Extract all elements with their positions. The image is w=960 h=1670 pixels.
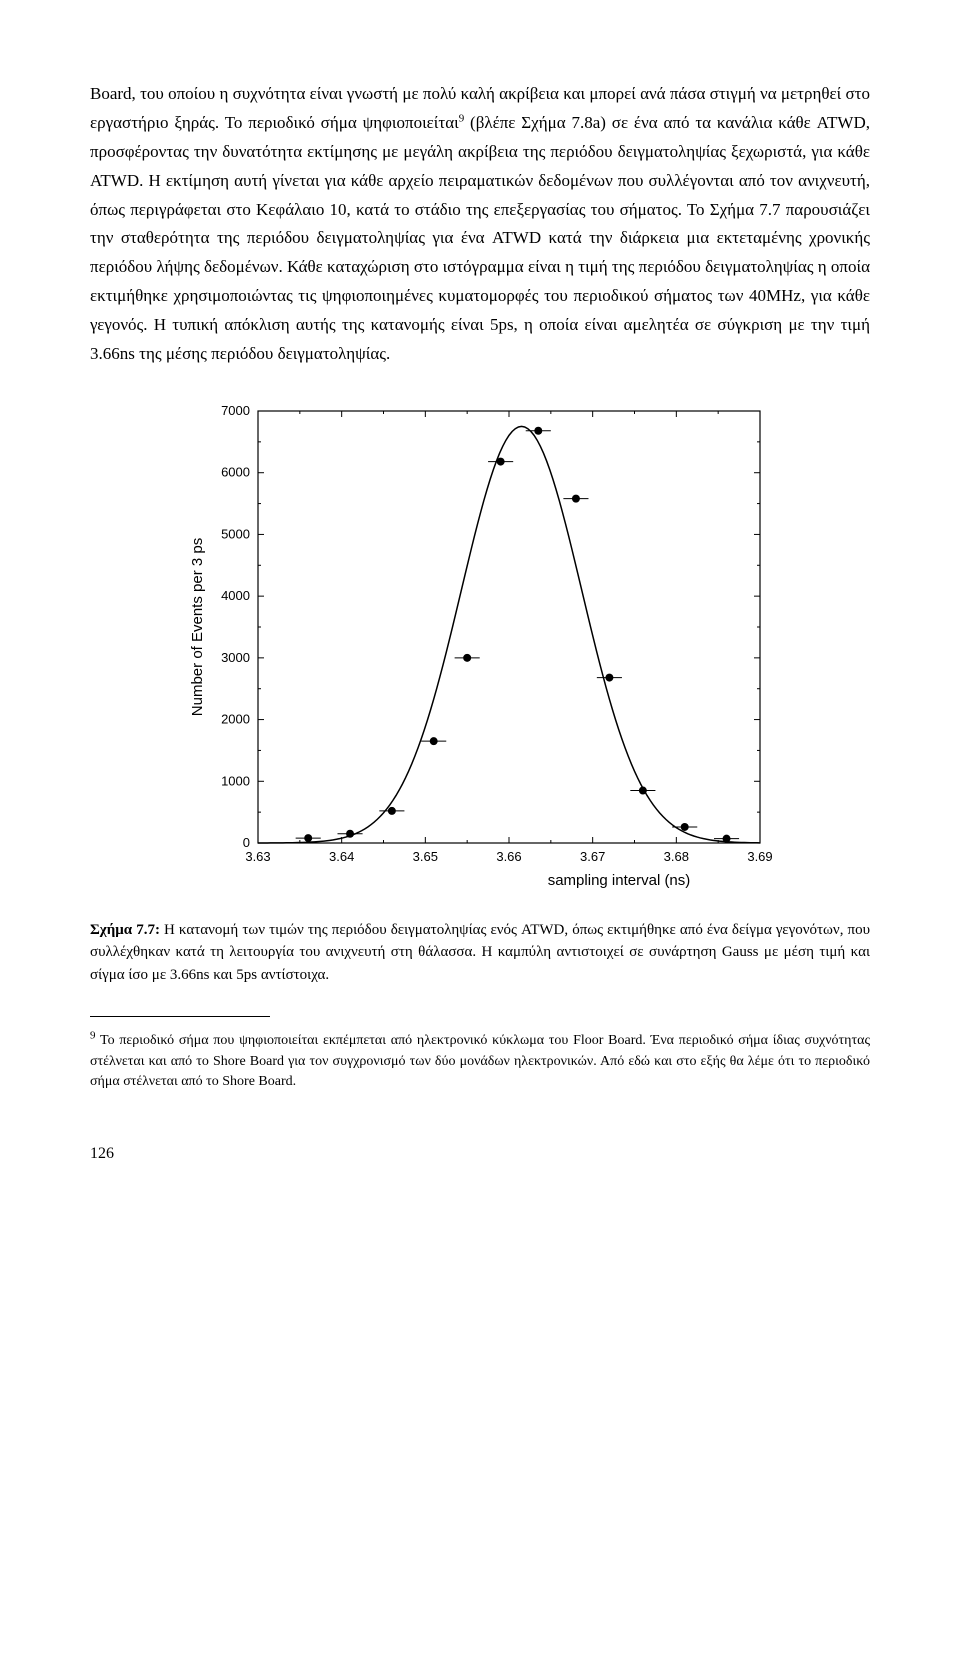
- svg-text:4000: 4000: [221, 588, 250, 603]
- svg-text:sampling interval (ns): sampling interval (ns): [548, 872, 691, 889]
- svg-text:3.64: 3.64: [329, 849, 354, 864]
- footnote-text: Το περιοδικό σήμα που ψηφιοποιείται εκπέ…: [90, 1033, 870, 1089]
- svg-text:1000: 1000: [221, 773, 250, 788]
- sampling-interval-chart: 3.63 3.64 3.65 3.66 3.67 3.68 3.69 0 1000 2000 300…: [180, 399, 780, 899]
- svg-text:6000: 6000: [221, 465, 250, 480]
- svg-text:2000: 2000: [221, 711, 250, 726]
- svg-text:3.67: 3.67: [580, 849, 605, 864]
- footnote-9: 9 Το περιοδικό σήμα που ψηφιοποιείται εκ…: [90, 1031, 870, 1092]
- svg-text:0: 0: [243, 835, 250, 850]
- svg-text:3.68: 3.68: [664, 849, 689, 864]
- page-number: 126: [90, 1140, 870, 1167]
- footnote-separator: [90, 1016, 270, 1017]
- caption-text: Η κατανομή των τιμών της περιόδου δειγμα…: [90, 922, 870, 983]
- figure-caption: Σχήμα 7.7: Η κατανομή των τιμών της περι…: [90, 919, 870, 987]
- svg-text:3000: 3000: [221, 650, 250, 665]
- svg-text:7000: 7000: [221, 403, 250, 418]
- figure-7-7: 3.63 3.64 3.65 3.66 3.67 3.68 3.69 0 1000 2000 300…: [180, 399, 780, 899]
- paragraph-part2: (βλέπε Σχήμα 7.8a) σε ένα από τα κανάλια…: [90, 113, 870, 363]
- caption-label: Σχήμα 7.7:: [90, 922, 160, 938]
- svg-text:3.69: 3.69: [747, 849, 772, 864]
- body-paragraph: Board, του οποίου η συχνότητα είναι γνωσ…: [90, 80, 870, 369]
- svg-text:3.65: 3.65: [413, 849, 438, 864]
- svg-text:3.66: 3.66: [496, 849, 521, 864]
- svg-text:5000: 5000: [221, 526, 250, 541]
- svg-text:Number of Events per 3 ps: Number of Events per 3 ps: [189, 538, 206, 716]
- svg-text:3.63: 3.63: [245, 849, 270, 864]
